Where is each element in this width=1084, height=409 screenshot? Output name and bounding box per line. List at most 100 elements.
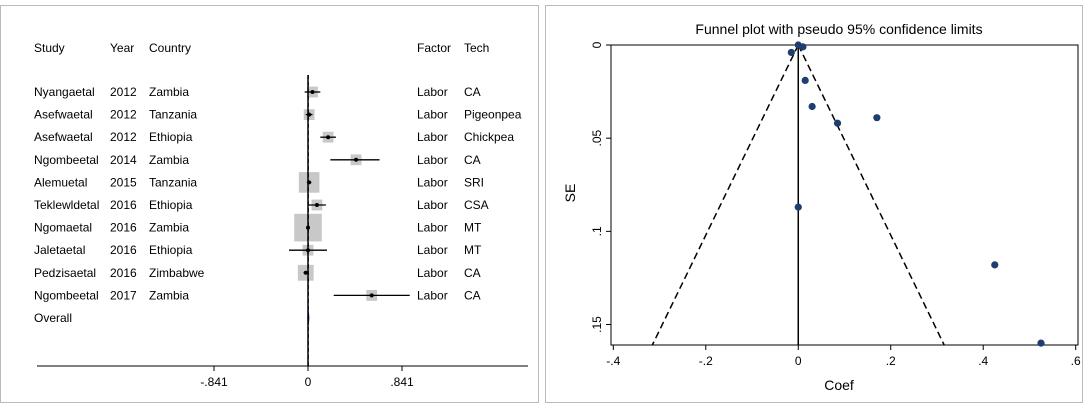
funnel-plot-area: [610, 44, 1079, 346]
forest-cell-country: Zimbabwe: [149, 266, 205, 280]
funnel-x-tick-label: .4: [978, 354, 988, 368]
forest-cell-study: Nyangaetal: [34, 85, 95, 99]
funnel-study-point: [1037, 339, 1045, 347]
forest-cell-factor: Labor: [417, 153, 448, 167]
funnel-study-point: [787, 48, 795, 57]
forest-cell-year: 2012: [110, 130, 137, 144]
forest-cell-year: 2017: [110, 288, 137, 302]
forest-cell-country: Ethiopia: [149, 198, 193, 212]
funnel-x-tick-label: -.4: [606, 354, 620, 368]
forest-cell-factor: Labor: [417, 198, 448, 212]
forest-row: Asefwaetal 2012 Tanzania Labor Pigeonpea: [34, 108, 522, 122]
forest-cell-study: Asefwaetal: [34, 108, 93, 122]
forest-x-tick-label: -.841: [200, 375, 228, 389]
funnel-x-tick-label: .2: [886, 354, 896, 368]
forest-cell-factor: Labor: [417, 108, 448, 122]
forest-cell-factor: Labor: [417, 130, 448, 144]
funnel-study-point: [873, 114, 881, 122]
forest-cell-country: Ethiopia: [149, 243, 193, 257]
forest-cell-year: 2012: [110, 85, 137, 99]
forest-row: Pedzisaetal 2016 Zimbabwe Labor CA: [34, 264, 481, 281]
forest-point-estimate: [310, 90, 315, 94]
forest-cell-factor: Labor: [417, 175, 448, 189]
forest-cell-factor: Labor: [417, 85, 448, 99]
forest-cell-study: Ngomaetal: [34, 221, 92, 235]
forest-cell-country: Zambia: [149, 153, 189, 167]
forest-cell-study: Ngombeetal: [34, 153, 99, 167]
forest-row: Alemuetal 2015 Tanzania Labor SRI: [34, 172, 484, 193]
forest-row: Ngombeetal 2014 Zambia Labor CA: [34, 153, 481, 167]
funnel-confidence-limit: [797, 44, 945, 346]
forest-cell-country: Zambia: [149, 288, 189, 302]
funnel-y-label: SE: [562, 184, 578, 203]
forest-cell-country: Zambia: [149, 85, 189, 99]
funnel-title: Funnel plot with pseudo 95% confidence l…: [695, 21, 982, 37]
forest-row: Teklewldetal 2016 Ethiopia Labor CSA: [34, 198, 489, 212]
forest-cell-year: 2016: [110, 198, 137, 212]
funnel-study-point: [808, 102, 816, 111]
funnel-y-tick-label: 0: [590, 41, 604, 48]
forest-cell-country: Zambia: [149, 221, 189, 235]
forest-point-estimate: [303, 270, 308, 275]
forest-cell-tech: CA: [464, 85, 481, 99]
forest-x-tick-label: .841: [390, 375, 414, 389]
forest-cell-study: Pedzisaetal: [34, 266, 96, 280]
forest-cell-factor: Labor: [417, 266, 448, 280]
forest-row: Ngombeetal 2017 Zambia Labor CA: [34, 288, 481, 302]
forest-column-header: Year: [110, 41, 134, 55]
forest-point-estimate: [314, 203, 319, 207]
forest-column-header: Country: [149, 41, 191, 55]
funnel-x-tick-label: .6: [1071, 354, 1081, 368]
forest-cell-tech: Pigeonpea: [464, 108, 522, 122]
funnel-study-point: [801, 76, 809, 85]
forest-cell-factor: Labor: [417, 221, 448, 235]
forest-cell-tech: MT: [464, 243, 482, 257]
forest-cell-tech: CA: [464, 288, 481, 302]
forest-cell-study: Teklewldetal: [34, 198, 99, 212]
forest-cell-country: Tanzania: [149, 175, 197, 189]
forest-cell-year: 2016: [110, 266, 137, 280]
forest-cell-tech: CA: [464, 266, 481, 280]
forest-cell-tech: Chickpea: [464, 130, 514, 144]
forest-cell-country: Ethiopia: [149, 130, 193, 144]
forest-cell-tech: MT: [464, 221, 482, 235]
forest-overall-label: Overall: [34, 311, 72, 325]
forest-cell-country: Tanzania: [149, 108, 197, 122]
funnel-y-tick-label: .15: [590, 316, 604, 333]
forest-column-header: Factor: [417, 41, 451, 55]
forest-plot: Study Year Country Factor Tech Nyangaetal 201…: [0, 5, 539, 403]
forest-cell-tech: CA: [464, 153, 481, 167]
forest-point-estimate: [369, 293, 374, 298]
forest-cell-year: 2015: [110, 175, 137, 189]
forest-cell-tech: CSA: [464, 198, 489, 212]
funnel-y-tick-label: .1: [590, 226, 604, 236]
forest-cell-year: 2014: [110, 153, 137, 167]
funnel-y-tick-label: .05: [590, 130, 604, 147]
forest-row: Nyangaetal 2012 Zambia Labor CA: [34, 85, 481, 99]
forest-cell-factor: Labor: [417, 243, 448, 257]
forest-column-header: Study: [34, 41, 65, 55]
forest-cell-study: Jaletaetal: [34, 243, 85, 257]
forest-cell-year: 2012: [110, 108, 137, 122]
forest-point-estimate: [354, 157, 359, 162]
funnel-study-point: [991, 261, 999, 269]
funnel-x-label: Coef: [824, 377, 854, 393]
forest-column-header: Tech: [464, 41, 489, 55]
forest-x-tick-label: 0: [305, 375, 312, 389]
funnel-study-point: [799, 43, 807, 51]
funnel-study-point: [833, 119, 842, 127]
funnel-x-tick-label: -.2: [699, 354, 713, 368]
forest-cell-year: 2016: [110, 243, 137, 257]
forest-cell-study: Ngombeetal: [34, 288, 99, 302]
forest-point-estimate: [326, 135, 331, 140]
funnel-plot: Funnel plot with pseudo 95% confidence l…: [545, 5, 1083, 403]
forest-cell-year: 2016: [110, 221, 137, 235]
funnel-study-point: [794, 203, 802, 211]
funnel-x-tick-label: 0: [795, 354, 802, 368]
funnel-confidence-limit: [651, 44, 799, 346]
forest-cell-factor: Labor: [417, 288, 448, 302]
forest-cell-study: Asefwaetal: [34, 130, 93, 144]
forest-cell-tech: SRI: [464, 175, 484, 189]
forest-row: Asefwaetal 2012 Ethiopia Labor Chickpea: [34, 130, 514, 144]
forest-cell-study: Alemuetal: [34, 175, 87, 189]
